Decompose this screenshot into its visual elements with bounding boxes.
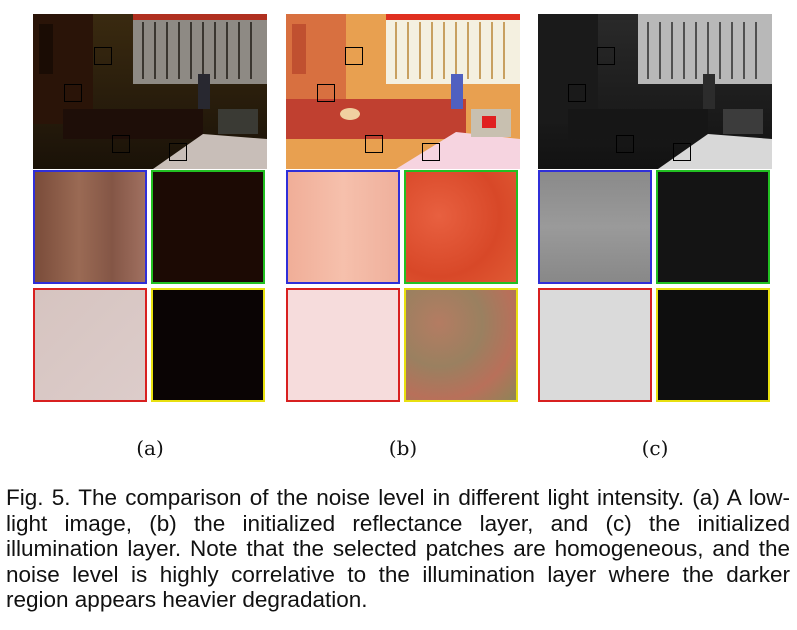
green-selection-box <box>568 84 586 102</box>
red-patch-zoom <box>33 288 147 402</box>
green-patch-zoom <box>151 170 265 284</box>
yellow-selection-box <box>112 135 130 153</box>
red-selection-box <box>169 143 187 161</box>
subfigure-label: (b) <box>388 436 418 460</box>
blue-patch-zoom <box>33 170 147 284</box>
yellow-patch-zoom <box>404 288 518 402</box>
reflectance-scene-image <box>286 14 520 169</box>
red-selection-box <box>422 143 440 161</box>
yellow-patch-zoom <box>151 288 265 402</box>
subfigure-label: (a) <box>136 436 164 460</box>
green-selection-box <box>64 84 82 102</box>
blue-patch-zoom <box>286 170 400 284</box>
green-patch-zoom <box>656 170 770 284</box>
green-patch-zoom <box>404 170 518 284</box>
green-selection-box <box>317 84 335 102</box>
blue-selection-box <box>597 47 615 65</box>
blue-patch-zoom <box>538 170 652 284</box>
illumination-scene-image <box>538 14 772 169</box>
blue-selection-box <box>94 47 112 65</box>
low-light-scene-image <box>33 14 267 169</box>
subfigure-label: (c) <box>641 436 669 460</box>
figure-caption: Fig. 5. The comparison of the noise leve… <box>6 485 790 612</box>
yellow-selection-box <box>365 135 383 153</box>
yellow-selection-box <box>616 135 634 153</box>
yellow-patch-zoom <box>656 288 770 402</box>
red-patch-zoom <box>286 288 400 402</box>
red-patch-zoom <box>538 288 652 402</box>
red-selection-box <box>673 143 691 161</box>
blue-selection-box <box>345 47 363 65</box>
